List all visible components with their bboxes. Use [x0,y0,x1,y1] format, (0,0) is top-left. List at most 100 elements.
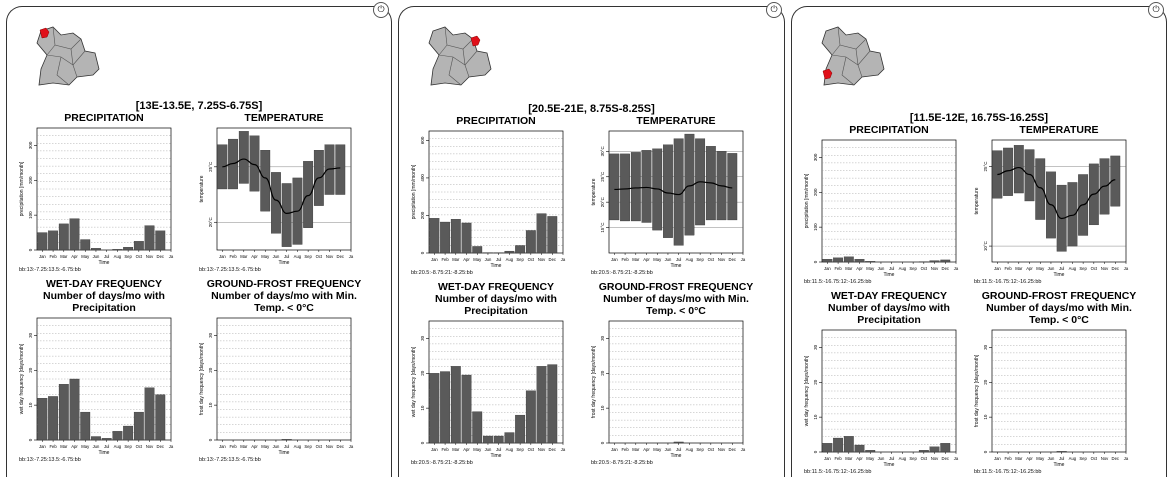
x-tick-label: Jan [824,456,831,461]
x-tick-label: May [866,456,875,461]
bar-precipitation-Jan [430,218,440,253]
x-tick-label: Nov [326,444,334,449]
x-tick-label: Mar [60,254,68,259]
bbox-footnote: bb:11.5:-16.75:12:-16.25:bb [804,469,871,475]
x-tick-label: Sep [304,444,312,449]
bar-wet-day-Jan [823,443,833,452]
x-tick-label: Jan [824,266,831,271]
wet-sub2: Precipitation [802,314,976,326]
x-tick-label: Mar [452,257,460,262]
bar-precipitation-Mar [59,224,69,250]
bar-wet-day-Aug [505,433,515,443]
power-button[interactable]: ⏻ [766,2,782,18]
range-bar-Apr [642,150,652,222]
x-tick-label: Jun [485,447,492,452]
bar-ground-frost-Jul [1057,451,1067,452]
wet-title: WET-DAY FREQUENCY [409,281,583,293]
bar-wet-day-Mar [451,366,461,443]
x-tick-label: May [653,257,662,262]
coordinate-title: [13E-13.5E, 7.25S-6.75S] [7,100,391,112]
y-tick-label: 10 [28,402,33,408]
bar-precipitation-Aug [505,251,515,253]
x-tick-label: Jun [273,444,280,449]
x-tick-label: Sep [696,447,704,452]
location-map [33,25,103,87]
y-tick-label: 20 [420,370,425,376]
power-button[interactable]: ⏻ [373,2,389,18]
x-tick-label: Aug [114,444,122,449]
x-axis-label: Time [1054,462,1065,468]
x-axis-label: Time [1054,272,1065,278]
bbox-footnote: bb:20.5:-8.75:21:-8.25:bb [411,270,473,276]
x-tick-label: Sep [1079,456,1087,461]
x-tick-label: Dec [942,266,949,271]
x-tick-label: Nov [1101,266,1109,271]
x-tick-label: Jan [611,447,618,452]
wet-title: WET-DAY FREQUENCY [17,278,191,290]
x-tick-label: Aug [686,257,694,262]
x-tick-label: Nov [538,447,546,452]
x-axis-label: Time [99,450,110,456]
y-tick-label: 20 [28,367,33,373]
location-map [425,25,495,87]
x-tick-label: Jun [485,257,492,262]
frost-sub2: Temp. < 0°C [589,305,763,317]
x-tick-label: Aug [899,266,907,271]
x-tick-label: Dec [549,257,556,262]
bbox-footnote: bb:20.5:-8.75:21:-8.25:bb [411,460,473,466]
x-tick-label: Dec [1112,266,1119,271]
bar-wet-day-Jul [102,438,112,440]
bar-precipitation-Jun [91,248,101,250]
range-bar-May [260,150,270,211]
x-tick-label: May [261,254,270,259]
y-tick-label: 15°C [600,222,605,233]
x-axis-label: Time [491,263,502,269]
x-tick-label: May [473,257,482,262]
power-button[interactable]: ⏻ [1148,2,1164,18]
bar-precipitation-Dec [941,260,951,262]
bar-wet-day-Jun [483,436,493,443]
x-tick-label: Jul [496,257,501,262]
bar-wet-day-Nov [930,447,940,452]
x-tick-label: Jun [665,257,672,262]
bar-wet-day-Dec [156,395,166,440]
y-axis-label: temperature [974,187,980,214]
x-tick-label: Jul [889,456,894,461]
bbox-footnote: bb:20.5:-8.75:21:-8.25:bb [591,460,653,466]
x-tick-label: Sep [124,254,132,259]
bar-wet-day-Nov [537,366,547,443]
x-tick-label: Sep [696,257,704,262]
x-tick-label: Jun [93,254,100,259]
bar-precipitation-Nov [537,214,547,253]
y-tick-label: 0 [600,441,605,444]
x-tick-label: Apr [463,447,470,452]
x-tick-label: Jun [878,266,885,271]
y-tick-label: 10 [600,405,605,411]
bar-precipitation-Nov [930,261,940,262]
x-tick-label: Sep [304,254,312,259]
bar-precipitation-Sep [123,247,133,250]
range-bar-Sep [303,161,313,228]
bar-wet-day-Apr [855,445,865,452]
x-tick-label: Nov [538,257,546,262]
y-tick-label: 10 [208,402,213,408]
x-tick-label: Aug [686,447,694,452]
x-tick-label: Jan [219,254,226,259]
bar-wet-day-Sep [515,415,525,443]
bar-precipitation-May [80,240,90,250]
x-tick-label: Jan [994,456,1001,461]
frost-sub1: Number of days/mo with Min. [972,302,1146,314]
y-tick-label: 30 [208,332,213,338]
x-tick-label: Mar [632,257,640,262]
bar-ground-frost-Jul [674,442,684,443]
x-tick-label: Dec [729,257,736,262]
range-bar-Jun [663,145,673,238]
x-tick-label: Jan [431,447,438,452]
bbox-footnote: bb:13:-7.25:13.5:-6.75:bb [19,457,81,463]
